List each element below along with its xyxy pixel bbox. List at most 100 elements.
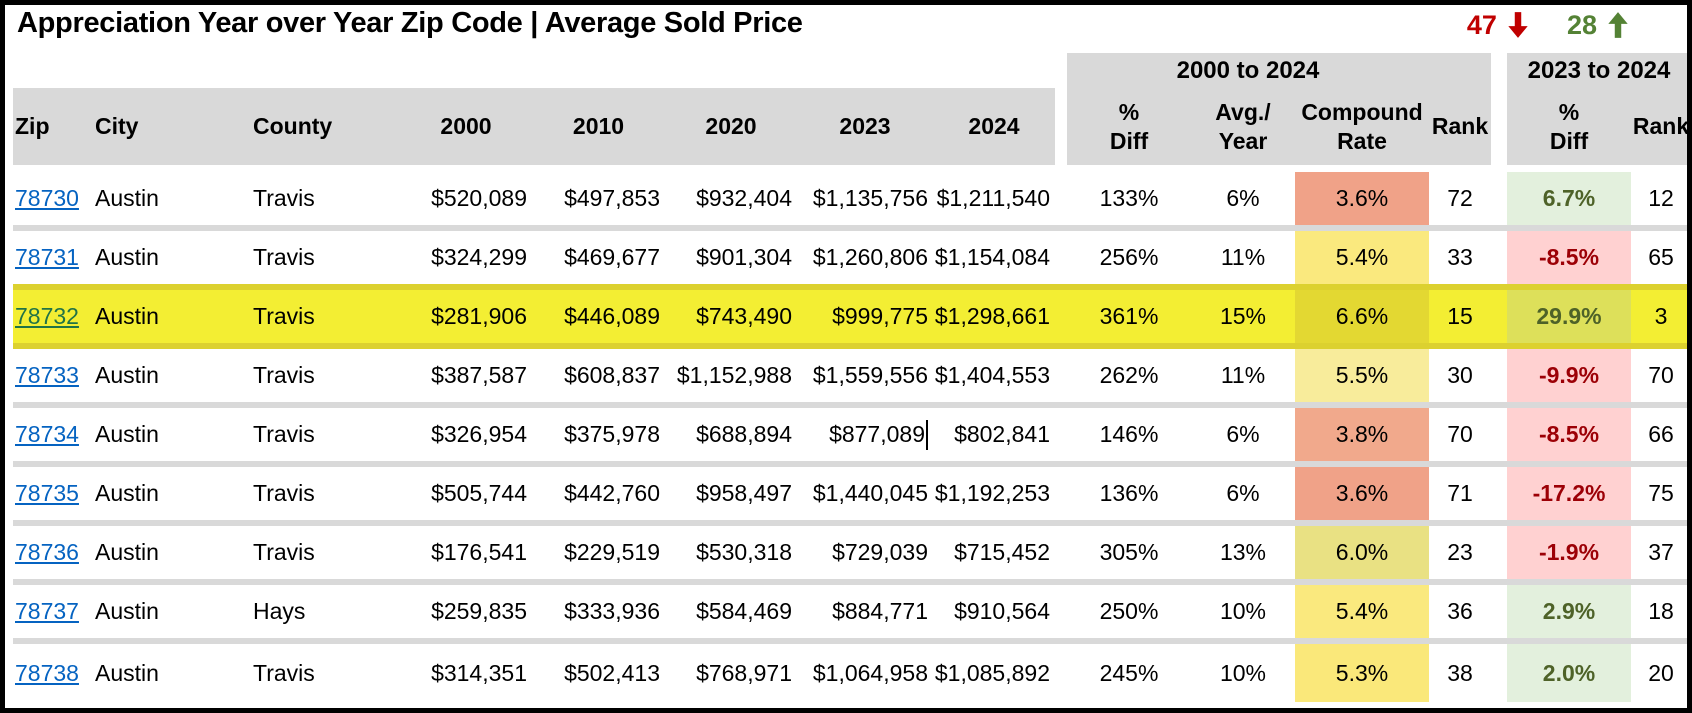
compound-rate-value: 5.4% (1335, 244, 1389, 270)
y2020-cell: $958,497 (665, 467, 797, 520)
county-cell: Travis (245, 467, 400, 520)
rank-cell: 72 (1429, 172, 1491, 225)
avg-year-cell: 11% (1191, 231, 1295, 284)
rank-2324-value: 37 (1648, 539, 1674, 565)
zip-cell: 78733 (13, 349, 87, 402)
y2010-cell: $497,853 (532, 172, 665, 225)
y2024-cell: $1,085,892 (933, 644, 1055, 702)
pct-diff-2324-cell: 29.9% (1507, 290, 1631, 343)
y2020-cell: $768,971 (665, 644, 797, 702)
y2010-cell: $608,837 (532, 349, 665, 402)
y2020-cell: $932,404 (665, 172, 797, 225)
y2010-value: $333,936 (564, 598, 660, 624)
rank-cell: 71 (1429, 467, 1491, 520)
zip-cell: 78736 (13, 526, 87, 579)
pct-diff-2324-value: -8.5% (1538, 421, 1600, 447)
zip-link[interactable]: 78733 (15, 362, 79, 388)
rank-2324-cell: 20 (1631, 644, 1687, 702)
compound-rate-cell: 5.4% (1295, 231, 1429, 284)
y2020-cell: $901,304 (665, 231, 797, 284)
avg-year-cell: 11% (1191, 349, 1295, 402)
zip-link[interactable]: 78731 (15, 244, 79, 270)
compound-rate-value: 3.8% (1335, 421, 1389, 447)
zip-link[interactable]: 78734 (15, 421, 79, 447)
column-header-2024: 2024 (968, 113, 1020, 139)
rank-2324-cell: 18 (1631, 585, 1687, 638)
y2000-cell: $259,835 (400, 585, 532, 638)
text-cursor (926, 419, 928, 450)
rank-value: 70 (1447, 421, 1473, 447)
pct-diff-cell: 256% (1067, 231, 1191, 284)
y2000-cell: $387,587 (400, 349, 532, 402)
y2024-value: $1,298,661 (934, 303, 1050, 329)
rank-2324-cell: 3 (1631, 290, 1687, 343)
county-cell: Hays (245, 585, 400, 638)
column-header-2010: 2010 (572, 113, 625, 139)
zip-link[interactable]: 78737 (15, 598, 79, 624)
y2020-cell: $688,894 (665, 408, 797, 461)
column-header-rank-2324: Rank (1632, 113, 1690, 140)
y2000-value: $326,954 (431, 421, 527, 447)
table-row: 78734 Austin Travis $326,954 $375,978 $688,89… (13, 408, 1687, 467)
zip-link[interactable]: 78735 (15, 480, 79, 506)
y2023-cell: $877,089 (797, 408, 933, 461)
y2000-cell: $324,299 (400, 231, 532, 284)
pct-diff-value: 361% (1099, 303, 1159, 329)
compound-rate-cell: 5.5% (1295, 349, 1429, 402)
zip-link[interactable]: 78738 (15, 659, 79, 686)
rank-change-summary: 47 28 (1467, 11, 1631, 39)
pct-diff-2324-cell: 6.7% (1507, 172, 1631, 225)
pct-diff-2324-value: -8.5% (1538, 244, 1600, 270)
avg-year-value: 13% (1219, 539, 1267, 565)
county-cell: Travis (245, 644, 400, 702)
y2000-cell: $326,954 (400, 408, 532, 461)
zip-cell: 78735 (13, 467, 87, 520)
table-body: 78730 Austin Travis $520,089 $497,853 $932,40… (13, 172, 1687, 702)
pct-diff-cell: 361% (1067, 290, 1191, 343)
page-title: Appreciation Year over Year Zip Code | A… (17, 7, 803, 39)
rank-2324-cell: 75 (1631, 467, 1687, 520)
avg-year-value: 11% (1220, 244, 1266, 270)
compound-rate-value: 3.6% (1335, 480, 1389, 506)
y2023-value: $729,039 (832, 539, 928, 565)
y2020-value: $584,469 (696, 598, 792, 624)
pct-diff-value: 146% (1099, 421, 1159, 447)
city-cell: Austin (87, 526, 245, 579)
y2024-value: $802,841 (954, 421, 1050, 447)
y2000-value: $259,835 (431, 598, 527, 624)
zip-link[interactable]: 78736 (15, 539, 79, 565)
y2020-value: $1,152,988 (676, 362, 792, 388)
y2023-value: $884,771 (832, 598, 928, 624)
rank-2324-value: 65 (1648, 244, 1674, 270)
compound-rate-value: 6.6% (1335, 303, 1389, 329)
y2010-value: $375,978 (564, 421, 660, 447)
column-header-city: City (95, 113, 139, 139)
down-arrow-icon (1508, 12, 1528, 38)
y2020-value: $743,490 (696, 303, 792, 329)
city-value: Austin (95, 362, 159, 388)
y2000-value: $281,906 (431, 303, 527, 329)
avg-year-value: 6% (1226, 480, 1260, 506)
pct-diff-2324-cell: -1.9% (1507, 526, 1631, 579)
rank-cell: 30 (1429, 349, 1491, 402)
zip-cell: 78730 (13, 172, 87, 225)
y2023-cell: $1,064,958 (797, 644, 933, 702)
rank-cell: 23 (1429, 526, 1491, 579)
y2010-value: $497,853 (564, 185, 660, 211)
y2000-value: $314,351 (431, 659, 527, 686)
table-row: 78730 Austin Travis $520,089 $497,853 $932,40… (13, 172, 1687, 231)
avg-year-cell: 6% (1191, 467, 1295, 520)
city-value: Austin (95, 598, 159, 624)
avg-year-cell: 13% (1191, 526, 1295, 579)
pct-diff-2324-cell: 2.9% (1507, 585, 1631, 638)
zip-link[interactable]: 78732 (15, 303, 79, 329)
column-header-pct-diff: % Diff (1109, 98, 1149, 154)
county-value: Hays (253, 598, 306, 624)
avg-year-value: 10% (1219, 659, 1267, 686)
zip-link[interactable]: 78730 (15, 185, 79, 211)
county-cell: Travis (245, 526, 400, 579)
y2020-cell: $584,469 (665, 585, 797, 638)
city-cell: Austin (87, 644, 245, 702)
compound-rate-cell: 5.4% (1295, 585, 1429, 638)
table-row: 78737 Austin Hays $259,835 $333,936 $584,469 $… (13, 585, 1687, 644)
